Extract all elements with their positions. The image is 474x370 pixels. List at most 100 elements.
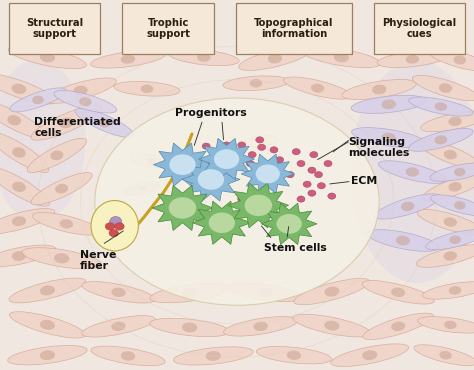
Ellipse shape bbox=[414, 345, 474, 366]
Circle shape bbox=[208, 159, 216, 166]
Ellipse shape bbox=[0, 168, 49, 206]
Ellipse shape bbox=[417, 209, 474, 235]
Circle shape bbox=[209, 212, 235, 233]
Ellipse shape bbox=[91, 201, 138, 251]
Ellipse shape bbox=[283, 77, 352, 99]
Ellipse shape bbox=[448, 182, 462, 192]
Circle shape bbox=[237, 196, 246, 202]
Ellipse shape bbox=[243, 136, 279, 147]
Ellipse shape bbox=[396, 236, 410, 245]
Ellipse shape bbox=[114, 81, 180, 96]
Ellipse shape bbox=[138, 186, 146, 192]
Ellipse shape bbox=[27, 138, 87, 172]
Polygon shape bbox=[182, 158, 240, 201]
Ellipse shape bbox=[79, 97, 91, 106]
Circle shape bbox=[258, 194, 265, 200]
FancyBboxPatch shape bbox=[9, 3, 100, 54]
Ellipse shape bbox=[182, 323, 197, 332]
Circle shape bbox=[267, 199, 275, 206]
Ellipse shape bbox=[294, 278, 370, 305]
Ellipse shape bbox=[409, 97, 473, 116]
Ellipse shape bbox=[422, 173, 474, 201]
Circle shape bbox=[115, 223, 124, 230]
Ellipse shape bbox=[150, 318, 229, 337]
Polygon shape bbox=[228, 183, 289, 228]
Ellipse shape bbox=[82, 282, 155, 303]
Circle shape bbox=[246, 160, 254, 166]
Polygon shape bbox=[199, 138, 255, 180]
Circle shape bbox=[105, 223, 115, 230]
Circle shape bbox=[198, 169, 224, 190]
Ellipse shape bbox=[258, 287, 273, 297]
Ellipse shape bbox=[431, 195, 474, 216]
Ellipse shape bbox=[422, 282, 474, 299]
Ellipse shape bbox=[454, 168, 465, 176]
Ellipse shape bbox=[0, 245, 55, 267]
Ellipse shape bbox=[239, 47, 311, 70]
Circle shape bbox=[265, 169, 273, 175]
Ellipse shape bbox=[59, 118, 74, 128]
Ellipse shape bbox=[12, 182, 26, 192]
Ellipse shape bbox=[40, 53, 55, 62]
Ellipse shape bbox=[372, 85, 386, 94]
Ellipse shape bbox=[0, 74, 56, 104]
Ellipse shape bbox=[454, 201, 465, 210]
Ellipse shape bbox=[416, 245, 474, 268]
Ellipse shape bbox=[22, 248, 101, 269]
Ellipse shape bbox=[206, 351, 221, 361]
Ellipse shape bbox=[351, 61, 474, 283]
Text: Trophic
support: Trophic support bbox=[146, 18, 190, 40]
Ellipse shape bbox=[439, 83, 452, 93]
Ellipse shape bbox=[75, 108, 133, 137]
Ellipse shape bbox=[454, 56, 466, 64]
Ellipse shape bbox=[40, 350, 55, 360]
Ellipse shape bbox=[374, 194, 441, 219]
Ellipse shape bbox=[54, 253, 69, 263]
Ellipse shape bbox=[0, 209, 55, 234]
Text: Differentiated
cells: Differentiated cells bbox=[34, 117, 121, 138]
Polygon shape bbox=[241, 154, 294, 194]
Circle shape bbox=[315, 171, 322, 178]
Ellipse shape bbox=[435, 135, 447, 144]
Ellipse shape bbox=[426, 230, 474, 250]
Ellipse shape bbox=[378, 161, 447, 184]
Circle shape bbox=[256, 137, 264, 143]
Text: Structural
support: Structural support bbox=[26, 18, 83, 40]
Ellipse shape bbox=[8, 346, 87, 365]
Ellipse shape bbox=[363, 313, 434, 340]
Ellipse shape bbox=[448, 117, 462, 126]
Ellipse shape bbox=[287, 350, 301, 360]
Ellipse shape bbox=[435, 102, 447, 111]
Ellipse shape bbox=[268, 54, 282, 63]
Ellipse shape bbox=[10, 88, 66, 112]
Ellipse shape bbox=[439, 351, 452, 360]
Ellipse shape bbox=[430, 163, 474, 181]
Circle shape bbox=[308, 190, 316, 196]
Ellipse shape bbox=[406, 167, 419, 177]
Ellipse shape bbox=[91, 346, 165, 366]
Ellipse shape bbox=[409, 128, 473, 151]
Ellipse shape bbox=[382, 100, 396, 109]
Circle shape bbox=[292, 148, 301, 155]
Ellipse shape bbox=[334, 53, 349, 62]
Ellipse shape bbox=[12, 216, 26, 226]
Ellipse shape bbox=[121, 55, 135, 64]
Ellipse shape bbox=[91, 50, 165, 68]
Ellipse shape bbox=[32, 212, 100, 235]
Ellipse shape bbox=[362, 350, 377, 360]
FancyBboxPatch shape bbox=[236, 3, 352, 54]
FancyBboxPatch shape bbox=[122, 3, 214, 54]
Ellipse shape bbox=[311, 84, 324, 92]
Ellipse shape bbox=[420, 111, 474, 132]
Ellipse shape bbox=[121, 351, 135, 361]
Ellipse shape bbox=[223, 76, 289, 91]
Ellipse shape bbox=[228, 283, 303, 302]
Circle shape bbox=[223, 142, 230, 148]
Text: Nerve
fiber: Nerve fiber bbox=[80, 250, 116, 271]
Circle shape bbox=[318, 182, 325, 189]
Ellipse shape bbox=[50, 151, 64, 160]
Ellipse shape bbox=[9, 312, 85, 338]
Circle shape bbox=[109, 229, 118, 237]
Ellipse shape bbox=[382, 133, 396, 142]
Circle shape bbox=[237, 142, 246, 148]
